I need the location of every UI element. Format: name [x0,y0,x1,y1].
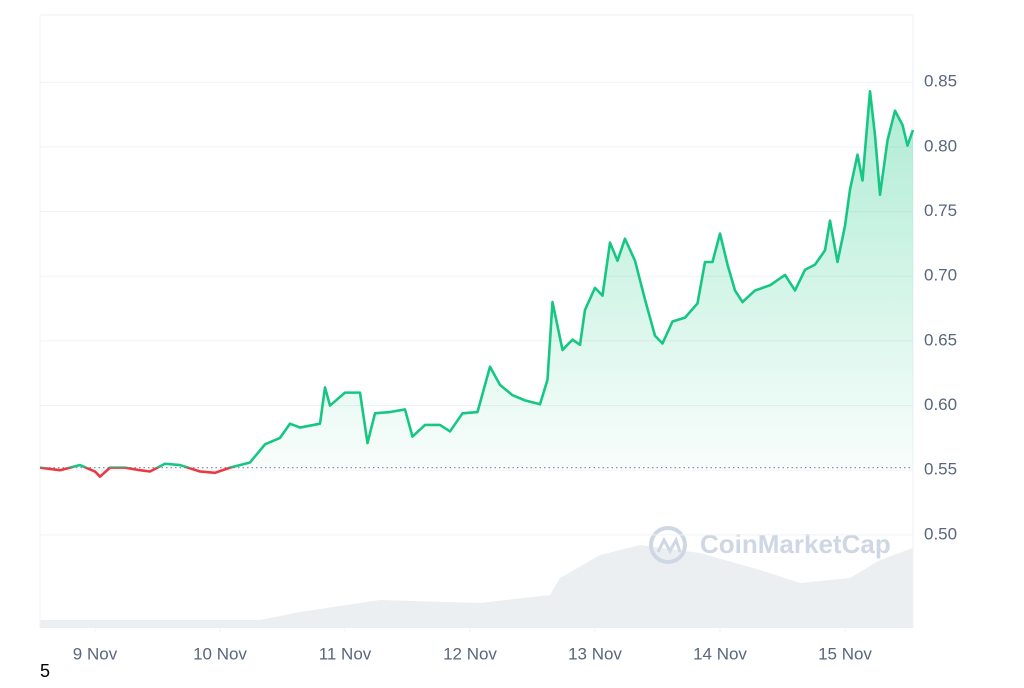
y-tick-label: 0.65 [924,330,957,349]
x-tick-label: 13 Nov [568,644,622,663]
y-tick-label: 0.80 [924,136,957,155]
watermark: CoinMarketCap [649,526,891,564]
price-line [39,90,915,478]
x-tick-label: 15 Nov [818,644,872,663]
price-area [40,91,913,477]
volume-area [40,545,913,628]
y-tick-label: 0.85 [924,72,957,91]
y-tick-label: 0.75 [924,201,957,220]
watermark-text: CoinMarketCap [700,529,891,559]
y-tick-label: 0.50 [924,524,957,543]
x-tick-label: 11 Nov [319,644,372,663]
y-tick-label: 0.70 [924,266,957,285]
y-tick-label: 0.55 [924,460,957,479]
x-tick-label: 14 Nov [693,644,747,663]
footnote: 5 [40,661,50,681]
x-tick-label: 12 Nov [443,644,497,663]
y-tick-label: 0.60 [924,395,957,414]
x-tick-label: 10 Nov [193,644,247,663]
x-tick-label: 9 Nov [73,644,118,663]
